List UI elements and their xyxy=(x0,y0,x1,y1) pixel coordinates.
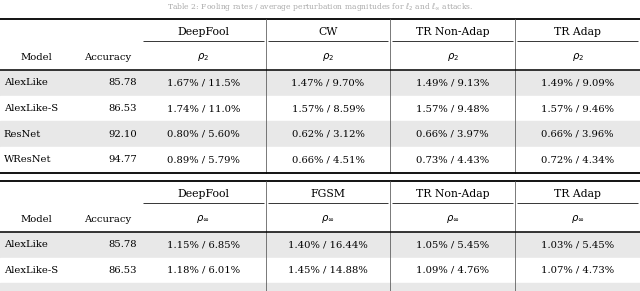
Bar xyxy=(0,232,640,258)
Text: Accuracy: Accuracy xyxy=(84,215,131,223)
Text: WResNet: WResNet xyxy=(4,155,51,164)
Text: 1.45% / 14.88%: 1.45% / 14.88% xyxy=(288,266,368,275)
Text: 1.67% / 11.5%: 1.67% / 11.5% xyxy=(166,79,240,87)
Text: 0.89% / 5.79%: 0.89% / 5.79% xyxy=(167,155,239,164)
Text: 0.66% / 4.51%: 0.66% / 4.51% xyxy=(292,155,364,164)
Text: 1.49% / 9.09%: 1.49% / 9.09% xyxy=(541,79,614,87)
Bar xyxy=(0,147,640,173)
Text: 0.66% / 3.97%: 0.66% / 3.97% xyxy=(417,130,489,139)
Text: 1.57% / 9.48%: 1.57% / 9.48% xyxy=(416,104,490,113)
Text: 1.47% / 9.70%: 1.47% / 9.70% xyxy=(291,79,365,87)
Text: 1.74% / 11.0%: 1.74% / 11.0% xyxy=(166,104,240,113)
Text: FGSM: FGSM xyxy=(310,189,346,198)
Bar xyxy=(0,96,640,121)
Bar xyxy=(0,283,640,291)
Text: Accuracy: Accuracy xyxy=(84,53,131,62)
Text: 92.10: 92.10 xyxy=(108,130,137,139)
Text: AlexLike-S: AlexLike-S xyxy=(4,266,58,275)
Text: 0.72% / 4.34%: 0.72% / 4.34% xyxy=(541,155,614,164)
Bar xyxy=(0,70,640,96)
Text: $\rho_\infty$: $\rho_\infty$ xyxy=(571,213,584,225)
Text: DeepFool: DeepFool xyxy=(177,27,229,37)
Text: 94.77: 94.77 xyxy=(108,155,137,164)
Text: Model: Model xyxy=(21,215,52,223)
Text: $\rho_2$: $\rho_2$ xyxy=(197,51,209,63)
Text: 1.05% / 5.45%: 1.05% / 5.45% xyxy=(416,240,490,249)
Text: $\rho_2$: $\rho_2$ xyxy=(322,51,334,63)
Text: 86.53: 86.53 xyxy=(108,266,137,275)
Text: AlexLike-S: AlexLike-S xyxy=(4,104,58,113)
Text: 86.53: 86.53 xyxy=(108,104,137,113)
Text: 1.09% / 4.76%: 1.09% / 4.76% xyxy=(416,266,490,275)
Text: Model: Model xyxy=(21,53,52,62)
Text: 1.18% / 6.01%: 1.18% / 6.01% xyxy=(166,266,240,275)
Text: ResNet: ResNet xyxy=(4,130,41,139)
Text: TR Adap: TR Adap xyxy=(554,27,601,37)
Text: TR Adap: TR Adap xyxy=(554,189,601,198)
Text: Table 2: Fooling rates / average perturbation magnitudes for $\ell_2$ and $\ell_: Table 2: Fooling rates / average perturb… xyxy=(167,1,473,13)
Text: $\rho_\infty$: $\rho_\infty$ xyxy=(196,213,210,225)
Text: 1.03% / 5.45%: 1.03% / 5.45% xyxy=(541,240,614,249)
Bar xyxy=(0,258,640,283)
Text: 0.66% / 3.96%: 0.66% / 3.96% xyxy=(541,130,614,139)
Text: TR Non-Adap: TR Non-Adap xyxy=(416,189,490,198)
Text: $\rho_\infty$: $\rho_\infty$ xyxy=(446,213,460,225)
Text: 0.62% / 3.12%: 0.62% / 3.12% xyxy=(292,130,364,139)
Text: 1.57% / 8.59%: 1.57% / 8.59% xyxy=(291,104,365,113)
Text: 0.80% / 5.60%: 0.80% / 5.60% xyxy=(167,130,239,139)
Text: DeepFool: DeepFool xyxy=(177,189,229,198)
Text: $\rho_2$: $\rho_2$ xyxy=(572,51,584,63)
Text: $\rho_2$: $\rho_2$ xyxy=(447,51,459,63)
Text: 85.78: 85.78 xyxy=(108,240,137,249)
Text: 1.40% / 16.44%: 1.40% / 16.44% xyxy=(288,240,368,249)
Text: 1.57% / 9.46%: 1.57% / 9.46% xyxy=(541,104,614,113)
Text: 1.07% / 4.73%: 1.07% / 4.73% xyxy=(541,266,614,275)
Text: 85.78: 85.78 xyxy=(108,79,137,87)
Text: TR Non-Adap: TR Non-Adap xyxy=(416,27,490,37)
Text: 0.73% / 4.43%: 0.73% / 4.43% xyxy=(416,155,490,164)
Text: $\rho_\infty$: $\rho_\infty$ xyxy=(321,213,335,225)
Text: 1.49% / 9.13%: 1.49% / 9.13% xyxy=(416,79,490,87)
Text: AlexLike: AlexLike xyxy=(4,79,48,87)
Bar xyxy=(0,121,640,147)
Text: CW: CW xyxy=(318,27,338,37)
Text: 1.15% / 6.85%: 1.15% / 6.85% xyxy=(166,240,240,249)
Text: AlexLike: AlexLike xyxy=(4,240,48,249)
